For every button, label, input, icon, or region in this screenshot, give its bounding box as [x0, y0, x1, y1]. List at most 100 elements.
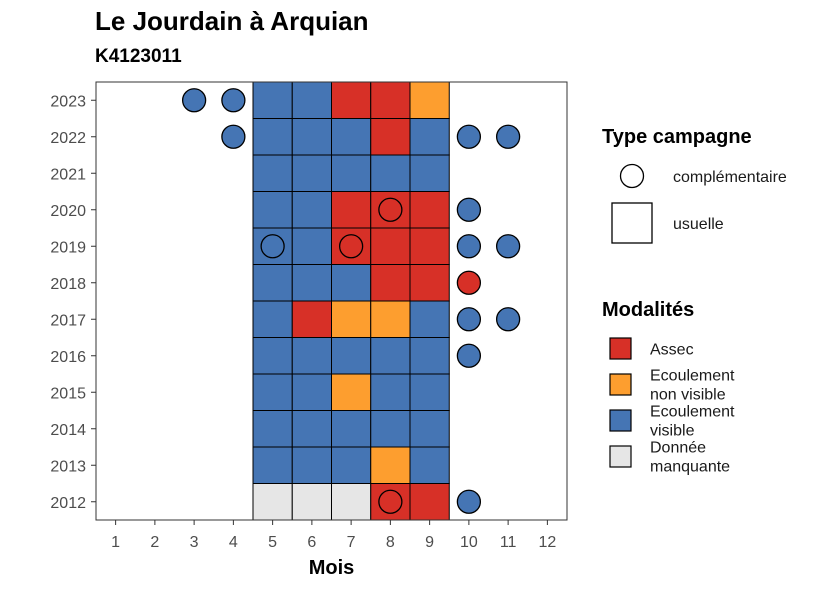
x-tick-label: 10	[460, 534, 478, 551]
chart-subtitle: K4123011	[95, 46, 182, 67]
legend-label-ecoulement-visible: visible	[650, 423, 695, 440]
cell-2015-6-ecoulement-visible	[291, 373, 332, 411]
point-2016-10-ecoulement-visible	[456, 343, 482, 368]
point-2022-10-ecoulement-visible	[456, 124, 482, 149]
y-tick-label: 2014	[50, 422, 86, 439]
cell-2012-6-donnee-manquante	[291, 483, 332, 521]
x-axis-label: Mois	[309, 557, 355, 579]
cell-2014-6-ecoulement-visible	[291, 410, 332, 448]
y-tick-label: 2016	[50, 349, 86, 366]
cell-2022-6-ecoulement-visible	[291, 118, 332, 156]
point-2019-10-ecoulement-visible	[456, 234, 482, 259]
cell-2013-5-ecoulement-visible	[252, 446, 293, 484]
legend-type-label: usuelle	[673, 216, 724, 233]
legend-layer: Type campagne complémentaire usuelle Modali…	[602, 126, 787, 476]
cell-2022-5-ecoulement-visible	[252, 118, 293, 156]
x-tick-label: 7	[347, 534, 356, 551]
cell-2023-8-assec	[370, 81, 411, 119]
y-tick-label: 2023	[50, 93, 86, 110]
cell-2012-9-assec	[409, 483, 450, 521]
cells-layer	[252, 81, 450, 521]
x-tick-label: 1	[111, 534, 120, 551]
cell-2020-5-ecoulement-visible	[252, 191, 293, 229]
x-tick-label: 4	[229, 534, 238, 551]
x-tick-label: 9	[425, 534, 434, 551]
legend-square-key	[611, 202, 653, 244]
chart-title: Le Jourdain à Arquian	[95, 6, 369, 36]
cell-2017-7-ecoulement-non-visible	[331, 300, 372, 338]
cell-2023-7-assec	[331, 81, 372, 119]
legend-label-donnee-manquante: Donnée	[650, 440, 706, 457]
cell-2013-6-ecoulement-visible	[291, 446, 332, 484]
cell-2017-6-assec	[291, 300, 332, 338]
x-tick-label: 12	[538, 534, 556, 551]
cell-2018-6-ecoulement-visible	[291, 264, 332, 302]
point-2020-10-ecoulement-visible	[456, 197, 482, 222]
cell-2014-8-ecoulement-visible	[370, 410, 411, 448]
legend-circle-key	[619, 163, 645, 189]
points-layer	[181, 88, 521, 514]
cell-2014-9-ecoulement-visible	[409, 410, 450, 448]
x-tick-label: 2	[150, 534, 159, 551]
cell-2021-9-ecoulement-visible	[409, 154, 450, 192]
point-2019-7-assec	[338, 234, 364, 259]
cell-2022-8-assec	[370, 118, 411, 156]
cell-2013-9-ecoulement-visible	[409, 446, 450, 484]
cell-2022-7-ecoulement-visible	[331, 118, 372, 156]
cell-2016-7-ecoulement-visible	[331, 337, 372, 375]
cell-2021-6-ecoulement-visible	[291, 154, 332, 192]
y-tick-label: 2019	[50, 239, 86, 256]
y-tick-label: 2012	[50, 495, 86, 512]
legend-key-donnee-manquante	[609, 445, 632, 468]
cell-2016-9-ecoulement-visible	[409, 337, 450, 375]
legend-label-ecoulement-visible: Ecoulement	[650, 404, 735, 421]
legend-key-assec	[609, 337, 632, 360]
y-tick-label: 2022	[50, 130, 86, 147]
legend-modalites-title: Modalités	[602, 299, 694, 321]
x-tick-label: 6	[307, 534, 316, 551]
y-tick-label: 2020	[50, 203, 86, 220]
point-2023-3-ecoulement-visible	[181, 88, 207, 113]
cell-2018-5-ecoulement-visible	[252, 264, 293, 302]
cell-2013-8-ecoulement-non-visible	[370, 446, 411, 484]
cell-2017-5-ecoulement-visible	[252, 300, 293, 338]
legend-key-ecoulement-visible	[609, 409, 632, 432]
x-tick-label: 3	[190, 534, 199, 551]
cell-2019-8-assec	[370, 227, 411, 265]
point-2019-5-ecoulement-visible	[260, 234, 285, 259]
legend-label-ecoulement-non-visible: non visible	[650, 387, 726, 404]
point-2012-10-ecoulement-visible	[456, 489, 482, 514]
point-2012-8-assec	[378, 489, 403, 514]
y-tick-label: 2021	[50, 166, 86, 183]
cell-2015-5-ecoulement-visible	[252, 373, 293, 411]
x-tick-label: 11	[500, 534, 517, 551]
x-tick-label: 8	[386, 534, 395, 551]
cell-2018-8-assec	[370, 264, 411, 302]
y-tick-label: 2013	[50, 458, 86, 475]
cell-2015-8-ecoulement-visible	[370, 373, 411, 411]
cell-2017-9-ecoulement-visible	[409, 300, 450, 338]
cell-2018-9-assec	[409, 264, 450, 302]
point-2019-11-ecoulement-visible	[495, 234, 521, 259]
cell-2021-8-ecoulement-visible	[370, 154, 411, 192]
cell-2020-7-assec	[331, 191, 372, 229]
legend-label-assec: Assec	[650, 342, 694, 359]
point-2020-8-assec	[378, 197, 403, 222]
x-tick-label: 5	[268, 534, 277, 551]
cell-2017-8-ecoulement-non-visible	[370, 300, 411, 338]
cell-2015-7-ecoulement-non-visible	[331, 373, 372, 411]
legend-label-donnee-manquante: manquante	[650, 459, 730, 476]
point-2022-11-ecoulement-visible	[495, 124, 521, 149]
cell-2023-6-ecoulement-visible	[291, 81, 332, 119]
cell-2020-6-ecoulement-visible	[291, 191, 332, 229]
cell-2023-5-ecoulement-visible	[252, 81, 293, 119]
point-2022-4-ecoulement-visible	[221, 124, 246, 149]
cell-2015-9-ecoulement-visible	[409, 373, 450, 411]
cell-2021-5-ecoulement-visible	[252, 154, 293, 192]
point-2017-11-ecoulement-visible	[495, 307, 521, 332]
cell-2016-6-ecoulement-visible	[291, 337, 332, 375]
y-tick-label: 2017	[50, 312, 86, 329]
cell-2013-7-ecoulement-visible	[331, 446, 372, 484]
cell-2016-5-ecoulement-visible	[252, 337, 293, 375]
axis-layer: 1 2 3 4 5 6 7 8 9 10 11 122012201320142015201620172…	[50, 93, 556, 551]
